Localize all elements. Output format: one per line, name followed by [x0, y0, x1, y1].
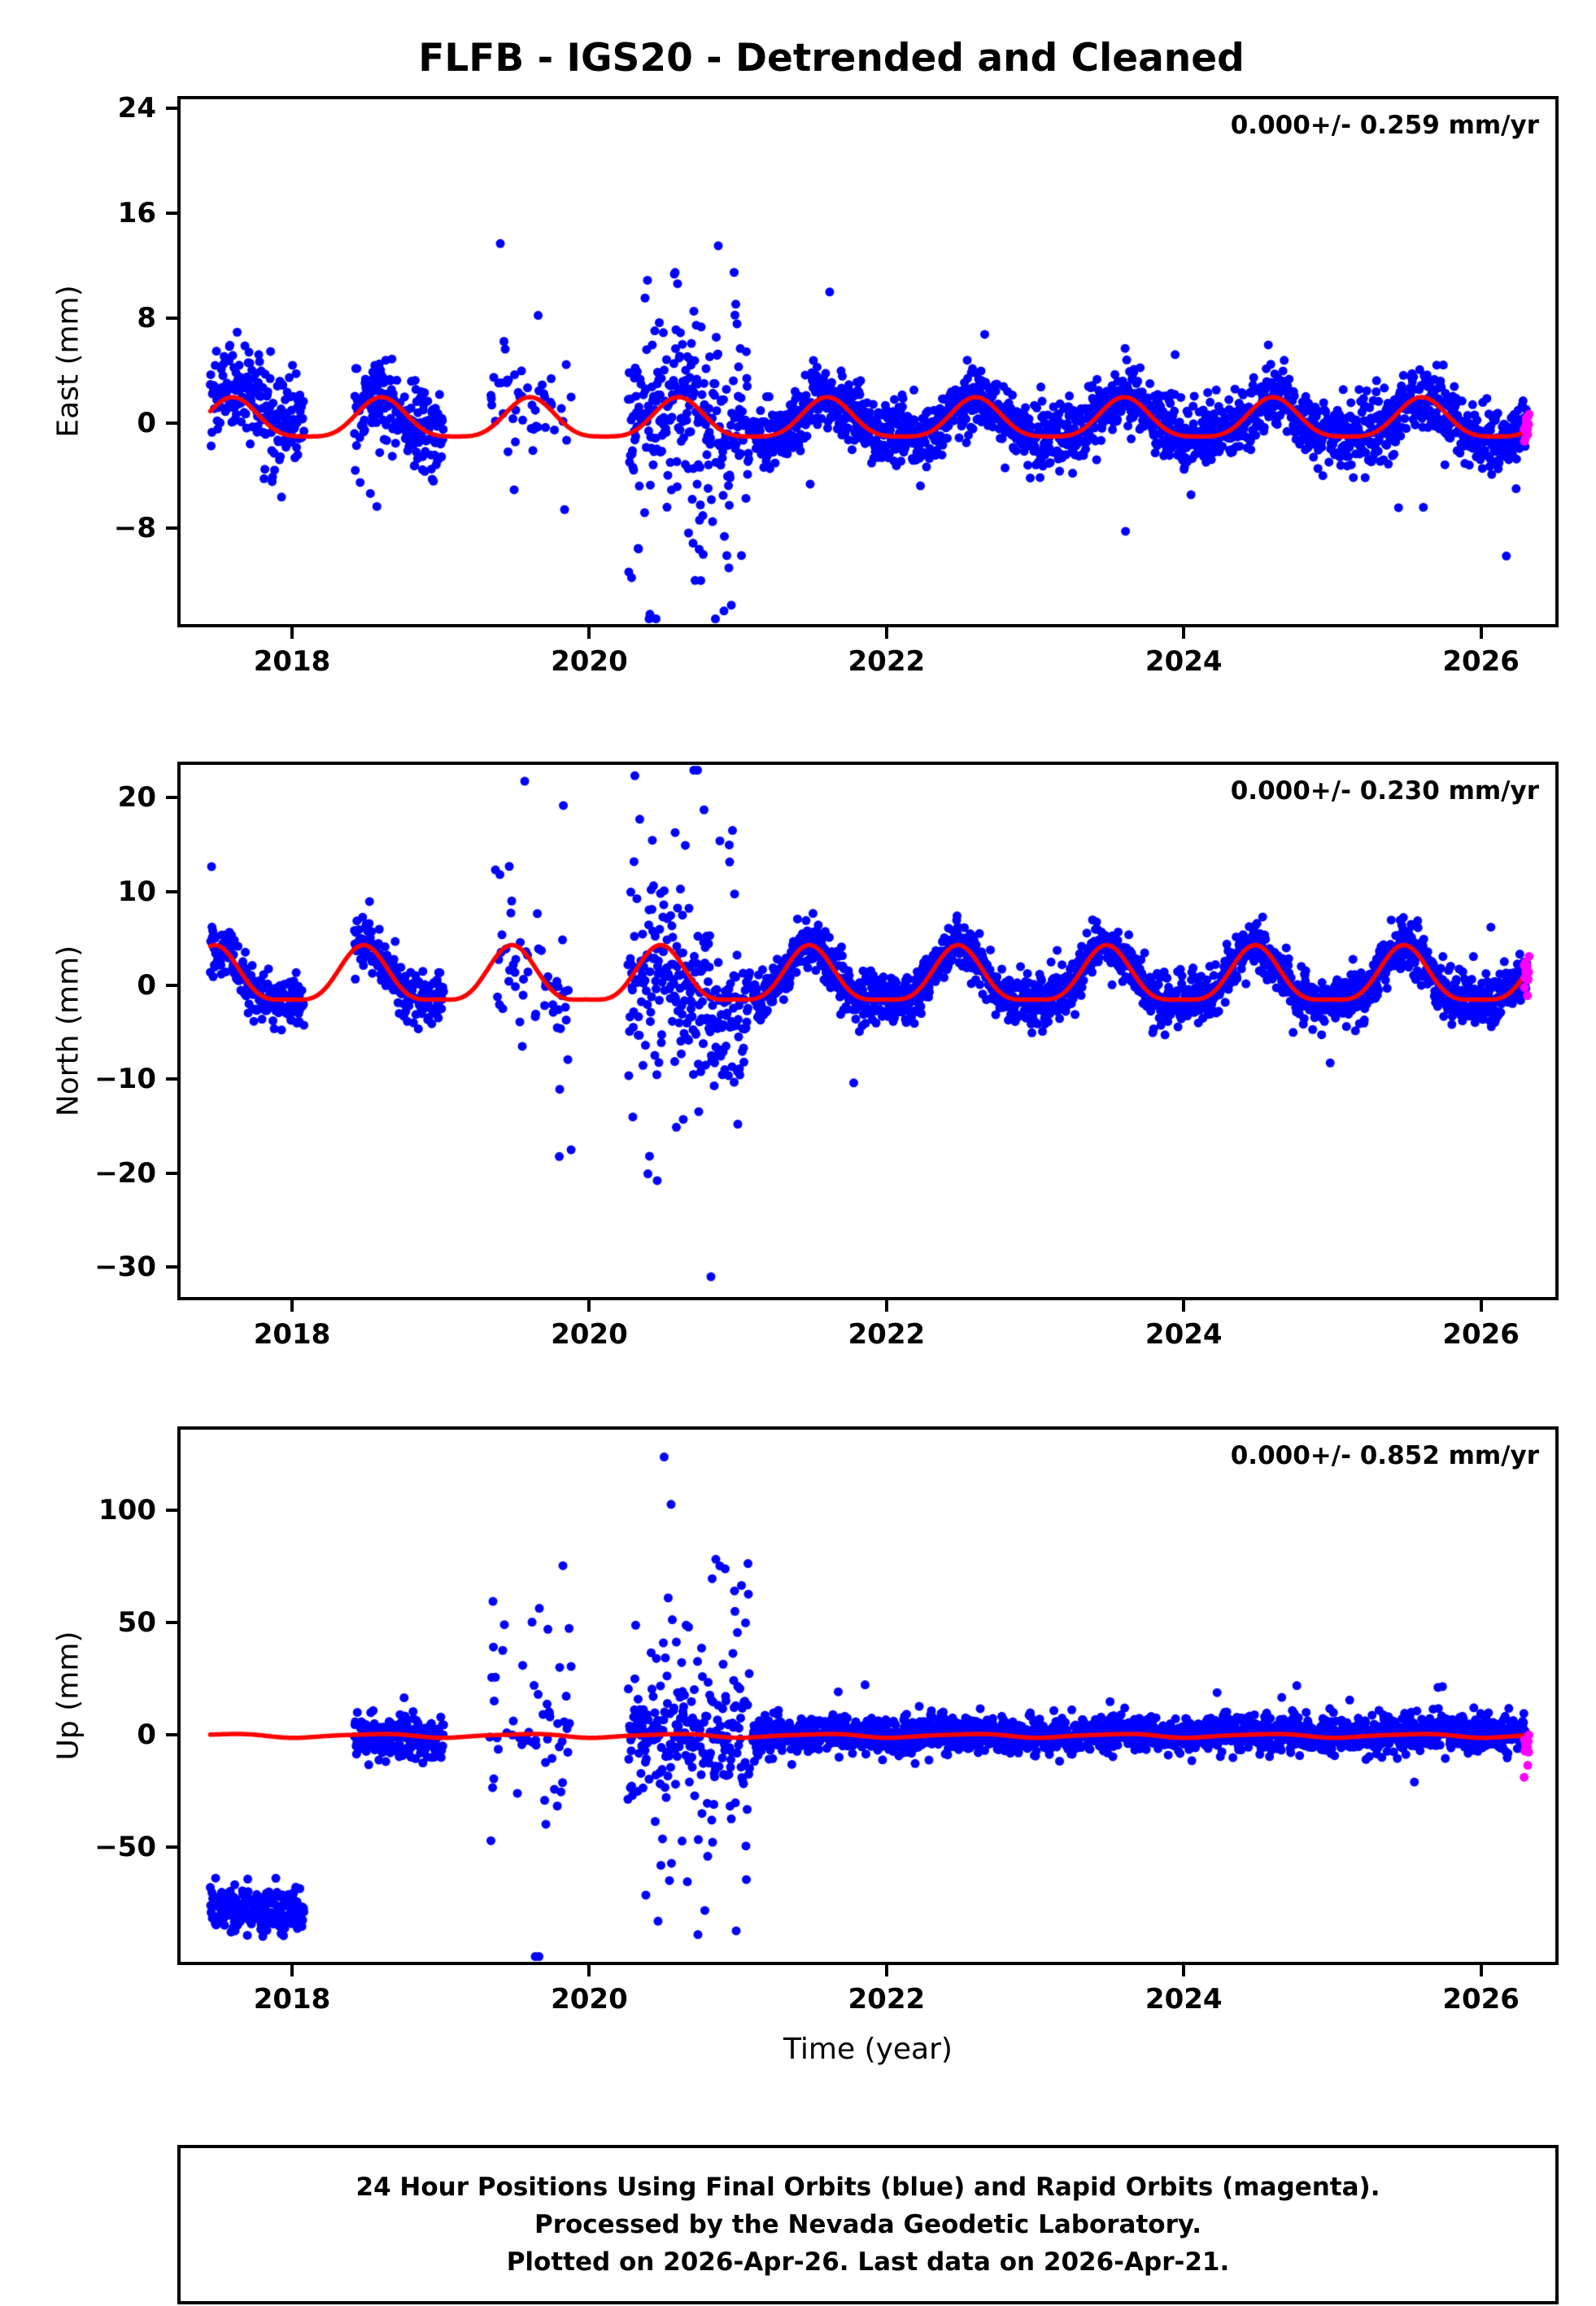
x-tick-mark: [1182, 1300, 1186, 1312]
y-tick-mark: [166, 1077, 177, 1081]
x-tick-mark: [1182, 1965, 1186, 1976]
y-tick-label: 0: [137, 1719, 156, 1752]
x-tick-mark: [1479, 1965, 1483, 1976]
caption-line-dates: Plotted on 2026-Apr-26. Last data on 202…: [506, 2247, 1230, 2277]
y-tick-mark: [166, 984, 177, 988]
x-tick-mark: [290, 627, 294, 639]
north-axis-label: North (mm): [51, 945, 85, 1117]
x-tick-mark: [1479, 627, 1483, 639]
x-tick-mark: [290, 1965, 294, 1976]
y-tick-label: 0: [137, 969, 156, 1002]
y-tick-label: −30: [94, 1251, 156, 1284]
x-axis-label: Time (year): [783, 2033, 953, 2066]
x-tick-mark: [884, 1300, 888, 1312]
caption-line-processing: Processed by the Nevada Geodetic Laborat…: [534, 2210, 1202, 2239]
x-tick-label: 2024: [1145, 645, 1223, 678]
up-rate-annotation: 0.000+/- 0.852 mm/yr: [1230, 1441, 1539, 1470]
x-tick-mark: [587, 627, 591, 639]
y-tick-label: 16: [117, 197, 156, 230]
east-axis-label: East (mm): [51, 285, 85, 438]
y-tick-mark: [166, 1171, 177, 1175]
east-plot-panel: 0.000+/- 0.259 mm/yr 2018 2020 2022 2024 202…: [114, 92, 1559, 678]
y-tick-label: 50: [117, 1606, 156, 1640]
x-tick-label: 2026: [1442, 1983, 1520, 2016]
north-rate-annotation: 0.000+/- 0.230 mm/yr: [1230, 776, 1539, 806]
x-tick-label: 2018: [253, 645, 331, 678]
y-tick-mark: [166, 317, 177, 321]
y-tick-label: −10: [94, 1063, 156, 1096]
y-tick-mark: [166, 212, 177, 216]
y-tick-mark: [166, 526, 177, 531]
x-tick-label: 2018: [253, 1983, 331, 2016]
x-tick-label: 2018: [253, 1318, 331, 1351]
x-tick-label: 2020: [551, 645, 628, 678]
y-tick-mark: [166, 1265, 177, 1269]
x-tick-label: 2020: [551, 1983, 628, 2016]
x-tick-label: 2022: [848, 645, 926, 678]
y-tick-label: 0: [137, 407, 156, 440]
north-scatter-canvas: [181, 765, 1555, 1297]
y-tick-label: −20: [94, 1156, 156, 1190]
north-plot-panel: 0.000+/- 0.230 mm/yr 2018 2020 2022 2024 202…: [94, 762, 1559, 1351]
y-tick-label: 20: [117, 781, 156, 815]
y-tick-label: 24: [117, 92, 156, 125]
y-tick-label: −50: [94, 1831, 156, 1864]
y-tick-label: 10: [117, 875, 156, 908]
caption-line-orbits: 24 Hour Positions Using Final Orbits (bl…: [355, 2173, 1380, 2202]
east-scatter-canvas: [181, 99, 1555, 624]
y-tick-label: 8: [137, 302, 156, 335]
y-tick-mark: [166, 1845, 177, 1850]
y-tick-mark: [166, 1509, 177, 1513]
y-tick-mark: [166, 421, 177, 426]
x-tick-label: 2020: [551, 1318, 628, 1351]
y-tick-mark: [166, 107, 177, 111]
x-tick-label: 2026: [1442, 1318, 1520, 1351]
up-axis-label: Up (mm): [51, 1631, 85, 1761]
up-plot-panel: 0.000+/- 0.852 mm/yr 2018 2020 2022 2024 202…: [94, 1426, 1559, 2016]
y-tick-mark: [166, 1733, 177, 1737]
x-tick-label: 2022: [848, 1983, 926, 2016]
x-tick-mark: [290, 1300, 294, 1312]
east-rate-annotation: 0.000+/- 0.259 mm/yr: [1230, 111, 1539, 140]
figure-title: FLFB - IGS20 - Detrended and Cleaned: [418, 36, 1245, 81]
x-tick-label: 2022: [848, 1318, 926, 1351]
x-tick-label: 2024: [1145, 1983, 1223, 2016]
x-tick-mark: [1479, 1300, 1483, 1312]
up-scatter-canvas: [181, 1430, 1555, 1962]
y-tick-label: 100: [98, 1494, 156, 1527]
y-tick-mark: [166, 796, 177, 800]
x-tick-mark: [587, 1965, 591, 1976]
x-tick-label: 2024: [1145, 1318, 1223, 1351]
y-tick-mark: [166, 889, 177, 893]
x-tick-label: 2026: [1442, 645, 1520, 678]
caption-box: 24 Hour Positions Using Final Orbits (bl…: [177, 2145, 1559, 2304]
x-tick-mark: [884, 1965, 888, 1976]
x-tick-mark: [884, 627, 888, 639]
y-tick-label: −8: [113, 512, 156, 545]
x-tick-mark: [587, 1300, 591, 1312]
y-tick-mark: [166, 1621, 177, 1625]
x-tick-mark: [1182, 627, 1186, 639]
